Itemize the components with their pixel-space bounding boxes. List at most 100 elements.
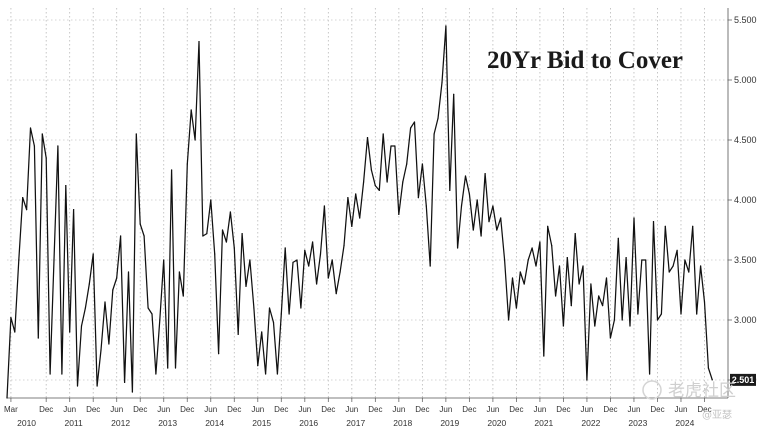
data-point (605, 277, 608, 279)
x-tick-label-month: Dec (697, 405, 711, 414)
tiger-logo-icon (642, 380, 662, 400)
data-point (22, 197, 24, 199)
data-point (700, 265, 702, 267)
data-point (33, 145, 36, 147)
y-tick-label: 3.000 (734, 315, 757, 325)
data-point (449, 189, 451, 191)
data-point (108, 343, 110, 345)
y-tick-label: 4.000 (734, 195, 757, 205)
data-point (508, 319, 510, 321)
data-point (80, 325, 83, 327)
data-point (613, 319, 616, 321)
data-point (221, 229, 224, 231)
x-tick-label-month: Jun (110, 405, 123, 414)
x-tick-label-month: Jun (204, 405, 217, 414)
data-point (265, 373, 267, 375)
data-point (257, 365, 259, 367)
data-point (566, 257, 568, 259)
x-tick-label-month: Jun (345, 405, 358, 414)
data-point (445, 25, 447, 27)
data-point (92, 253, 94, 255)
x-tick-label-year: 2014 (205, 418, 224, 428)
data-point (355, 193, 357, 195)
x-tick-label-month: Jun (251, 405, 264, 414)
data-point (582, 265, 584, 267)
x-tick-label-year: 2019 (440, 418, 459, 428)
series-line (6, 25, 713, 399)
x-tick-label-month: Dec (133, 405, 147, 414)
data-point (104, 301, 106, 303)
data-point (460, 205, 463, 207)
data-point (649, 373, 651, 375)
data-point (225, 241, 227, 243)
y-tick-label: 5.000 (734, 75, 757, 85)
data-point (378, 189, 380, 191)
data-point (496, 229, 498, 231)
data-point (511, 277, 514, 279)
data-point (327, 277, 329, 279)
series-line-group (6, 25, 713, 399)
data-point (555, 295, 557, 297)
data-point (543, 355, 545, 357)
data-point (429, 265, 431, 267)
data-point (151, 313, 153, 315)
x-tick-label-month: Dec (650, 405, 664, 414)
last-value-label: 2.501 (732, 375, 755, 385)
data-point (641, 259, 643, 261)
x-tick-label-year: 2022 (581, 418, 600, 428)
data-point (562, 325, 565, 327)
data-point (535, 265, 537, 267)
watermark: 老虎社区 @亚瑟 (642, 380, 736, 421)
data-point (261, 331, 263, 333)
data-point (182, 295, 184, 297)
data-point (366, 137, 369, 139)
x-tick-label-year: 2017 (346, 418, 365, 428)
data-point (574, 233, 576, 235)
data-point (300, 307, 302, 309)
data-point (519, 271, 521, 273)
data-point (707, 367, 710, 369)
x-tick-label-month: Dec (227, 405, 241, 414)
x-tick-label-year: 2015 (252, 418, 271, 428)
data-point (331, 259, 333, 261)
data-point (523, 283, 525, 285)
y-tick-label: 4.500 (734, 135, 757, 145)
data-point (421, 163, 423, 165)
x-tick-label-month: Jun (628, 405, 641, 414)
data-point (29, 127, 32, 129)
data-point (147, 307, 149, 309)
data-point (245, 285, 247, 287)
data-point (531, 247, 533, 249)
data-point (241, 233, 243, 235)
data-point (178, 271, 180, 273)
data-point (10, 317, 12, 319)
data-point (88, 283, 90, 285)
data-point (26, 209, 28, 211)
data-point (190, 109, 192, 111)
data-point (127, 271, 130, 273)
data-point (417, 197, 419, 199)
x-tick-label-month: Jun (298, 405, 311, 414)
data-point (308, 265, 310, 267)
data-point (186, 163, 188, 165)
data-point (284, 247, 286, 249)
data-point (163, 259, 165, 261)
x-tick-label-month: Dec (86, 405, 100, 414)
data-point (159, 319, 161, 321)
data-point (49, 373, 51, 375)
data-point (598, 295, 600, 297)
data-point (45, 157, 47, 159)
data-point (268, 307, 271, 309)
data-point (410, 127, 412, 129)
data-point (570, 305, 572, 307)
data-point (112, 289, 114, 291)
data-point (96, 385, 98, 387)
data-point (539, 241, 541, 243)
data-point (288, 313, 290, 315)
data-point (84, 307, 86, 309)
data-point (131, 391, 133, 393)
data-point (194, 139, 196, 141)
data-point (53, 259, 55, 261)
x-tick-label-month: Jun (533, 405, 546, 414)
